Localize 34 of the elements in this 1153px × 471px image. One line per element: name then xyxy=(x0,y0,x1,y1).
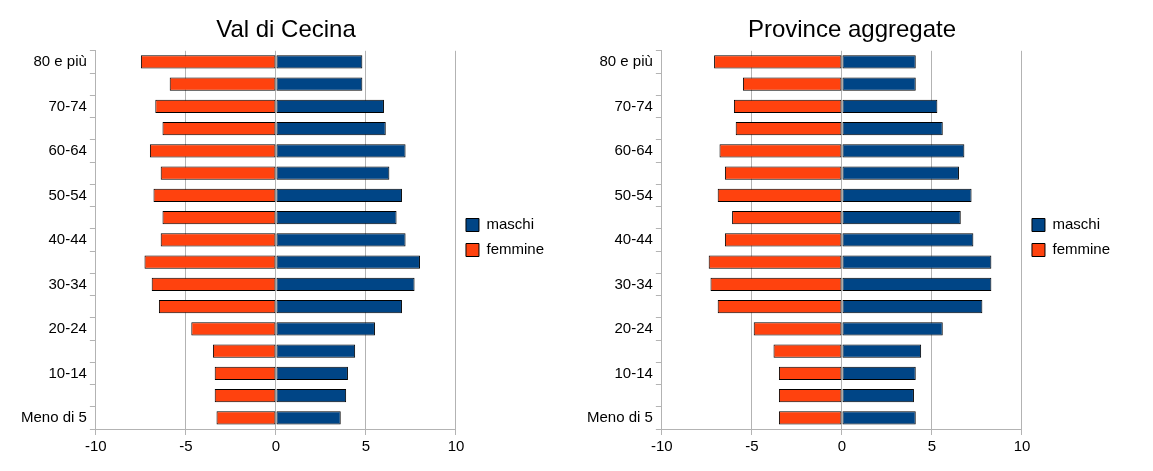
y-tick-label: 60-64 xyxy=(48,141,87,159)
x-tick-label: -5 xyxy=(745,437,759,455)
y-tick-label: 40-44 xyxy=(48,230,87,248)
chart-title: Province aggregate xyxy=(747,15,957,43)
legend-label: femmine xyxy=(1052,240,1111,258)
y-tick-label: 80 e più xyxy=(33,52,87,70)
y-tick-label: 80 e più xyxy=(599,52,653,70)
y-tick-label: 40-44 xyxy=(614,230,653,248)
x-tick-label: 0 xyxy=(837,437,847,455)
y-tick-label: 30-34 xyxy=(614,274,653,292)
y-tick-label: 10-14 xyxy=(614,363,653,381)
x-tick-label: 10 xyxy=(447,437,465,455)
x-tick-label: 0 xyxy=(271,437,281,455)
y-tick-label: Meno di 5 xyxy=(587,408,653,426)
y-tick-label: 10-14 xyxy=(48,363,87,381)
legend-label: maschi xyxy=(1052,215,1100,233)
y-tick-label: 20-24 xyxy=(614,319,653,337)
x-tick-label: -5 xyxy=(179,437,193,455)
x-tick-label: -10 xyxy=(85,437,107,455)
x-tick-label: 5 xyxy=(927,437,937,455)
legend-label: femmine xyxy=(486,240,545,258)
x-tick-label: -10 xyxy=(651,437,673,455)
x-tick-label: 5 xyxy=(361,437,371,455)
y-tick-label: 60-64 xyxy=(614,141,653,159)
y-tick-label: 50-54 xyxy=(48,185,87,203)
x-tick-label: 10 xyxy=(1013,437,1031,455)
chart-title: Val di Cecina xyxy=(216,15,357,43)
legend-label: maschi xyxy=(486,215,534,233)
y-tick-label: 30-34 xyxy=(48,274,87,292)
y-tick-label: 70-74 xyxy=(48,96,87,114)
y-tick-label: 20-24 xyxy=(48,319,87,337)
y-tick-label: 70-74 xyxy=(614,96,653,114)
y-tick-label: Meno di 5 xyxy=(21,408,87,426)
y-tick-label: 50-54 xyxy=(614,185,653,203)
